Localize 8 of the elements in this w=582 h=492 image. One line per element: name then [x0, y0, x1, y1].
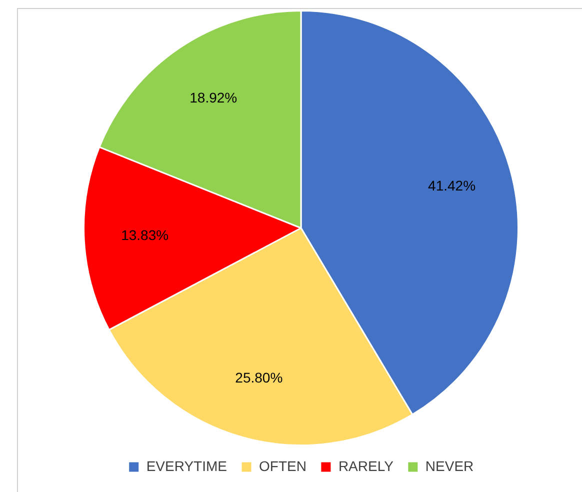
data-label: 25.80% [235, 370, 283, 386]
legend-label: NEVER [425, 458, 474, 474]
data-label: 18.92% [190, 89, 238, 106]
data-label: 41.42% [428, 177, 476, 194]
legend-label: RARELY [338, 458, 394, 474]
legend-label: OFTEN [258, 458, 306, 474]
legend-label: EVERYTIME [146, 458, 227, 474]
data-label: 13.83% [121, 227, 169, 244]
